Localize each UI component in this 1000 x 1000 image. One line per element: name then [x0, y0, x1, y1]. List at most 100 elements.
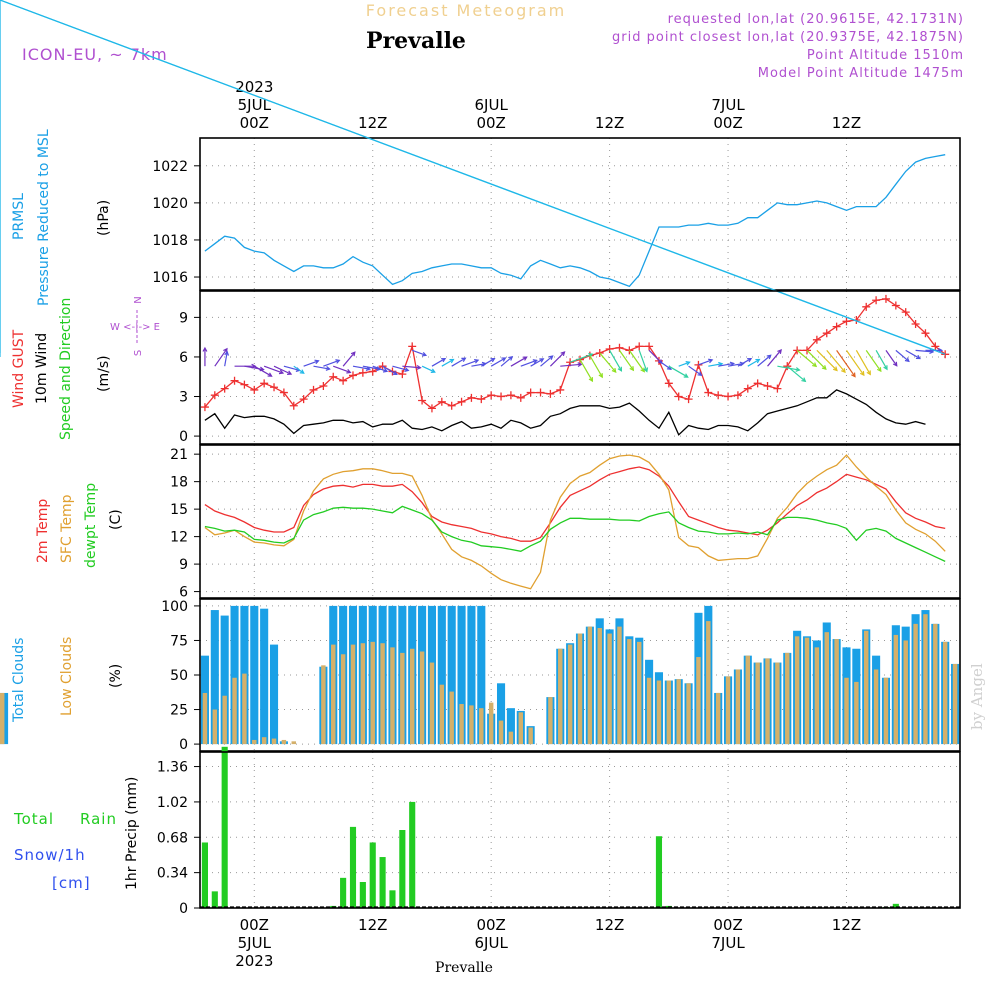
wind-arrowhead — [708, 358, 714, 364]
wind-arrowhead — [501, 357, 507, 362]
wind-arrow — [560, 363, 582, 367]
wind-arrow — [333, 365, 351, 373]
grid-point-coords: grid point closest lon,lat (20.9375E, 42… — [612, 30, 964, 45]
wind-arrow — [698, 359, 713, 366]
top-date-label: 5JUL — [238, 96, 272, 114]
gust-marker — [220, 384, 229, 393]
low-cloud-bar — [577, 633, 583, 745]
y-tick-label: 1020 — [152, 196, 188, 212]
wind-arrow — [708, 363, 723, 367]
gust-marker — [398, 370, 407, 379]
wind-arrow — [372, 365, 388, 372]
compass-n: N — [133, 296, 144, 303]
gust-marker — [339, 376, 348, 385]
temp-2m-label: 2m Temp — [35, 499, 51, 563]
low-cloud-bar — [725, 676, 731, 745]
low-cloud-bar — [242, 673, 247, 745]
wind-arrowhead — [588, 377, 594, 383]
gust-marker — [724, 392, 733, 401]
bottom-hour-label: 00Z — [713, 916, 742, 934]
gust-marker — [477, 395, 486, 404]
top-date-label: 6JUL — [475, 96, 509, 114]
rain-label: Rain — [80, 810, 117, 828]
gust-marker — [309, 385, 318, 394]
dewpt-line — [204, 505, 946, 562]
gust-marker — [418, 396, 427, 405]
footer-location: Prevalle — [435, 960, 493, 976]
wind-arrow — [431, 358, 446, 367]
low-cloud-bar — [834, 639, 839, 745]
gust-marker — [447, 401, 456, 410]
wind-arrowhead — [441, 357, 447, 363]
wind-arrowhead — [643, 367, 649, 373]
low-cloud-bar — [755, 662, 760, 745]
wind-frame — [199, 290, 961, 445]
top-hour-label: 12Z — [595, 114, 624, 132]
total-cloud-bar — [230, 605, 239, 745]
y-tick-label: 0 — [179, 737, 188, 753]
wind-arrowhead — [629, 366, 635, 372]
clouds-frame — [199, 598, 961, 752]
low-cloud-bar — [350, 644, 356, 745]
gust-marker — [536, 388, 545, 397]
gust-marker — [921, 329, 930, 338]
low-cloud-bar — [597, 628, 602, 745]
wind-arrowhead — [801, 377, 807, 383]
rain-bar — [369, 842, 376, 908]
wind-panel: 0 3 6 9 — [0, 0, 961, 445]
y-tick-label: 9 — [179, 310, 188, 326]
y-tick-label: 0.34 — [157, 866, 188, 882]
wind-arrow — [599, 352, 617, 373]
gust-marker — [733, 391, 742, 400]
wind-arrowhead — [522, 356, 528, 361]
wind-arrow — [757, 354, 772, 367]
y-tick-label: 1.36 — [157, 760, 188, 776]
low-cloud-bar — [765, 658, 770, 745]
bottom-year-label: 2023 — [235, 952, 273, 970]
temp-sfc-label: SFC Temp — [59, 494, 75, 563]
rain-bar — [201, 842, 208, 908]
wind-arrow — [865, 350, 882, 372]
low-cloud-bar — [903, 640, 908, 745]
gust-marker — [250, 385, 259, 394]
gust-marker — [240, 380, 249, 389]
top-hour-label: 12Z — [358, 114, 387, 132]
pressure-unit: (hPa) — [96, 200, 112, 236]
low-cloud-bar — [291, 741, 296, 745]
gust-marker — [319, 381, 328, 390]
wind-arrow — [905, 349, 921, 360]
low-cloud-bar — [844, 677, 849, 745]
y-tick-label: 1016 — [152, 270, 188, 286]
gust-marker — [635, 342, 644, 351]
gust-marker — [210, 391, 219, 400]
bottom-hour-label: 12Z — [358, 916, 387, 934]
wind-arrow — [500, 356, 513, 367]
model-label: ICON-EU, ~ 7km — [22, 45, 168, 64]
bottom-hour-label: 00Z — [240, 916, 269, 934]
y-tick-label: 50 — [170, 668, 188, 684]
y-tick-label: 0 — [179, 901, 188, 917]
wind-arrow — [767, 349, 782, 367]
wind-arrow — [668, 365, 689, 378]
wind-arrow — [293, 365, 305, 374]
y-tick-label: 15 — [170, 502, 188, 518]
gust-marker — [289, 401, 298, 410]
low-cloud-bar — [775, 662, 780, 745]
gust-marker — [546, 389, 555, 398]
wind-arrowhead — [490, 357, 496, 363]
wind-arrowhead — [683, 373, 689, 378]
low-cloud-bar — [271, 738, 277, 745]
wind-arrow — [836, 350, 856, 377]
watermark: by Angel — [968, 663, 986, 730]
low-cloud-bar — [627, 639, 632, 745]
compass-rose: N W <-|-> E S — [110, 296, 160, 356]
low-cloud-bar — [854, 681, 859, 745]
gust-marker — [803, 346, 812, 355]
wind-arrowhead — [548, 355, 554, 360]
wind-arrow — [520, 359, 537, 367]
low-cloud-bar — [469, 705, 474, 745]
rain-bar — [211, 891, 218, 908]
wind-arrowhead — [777, 348, 782, 354]
wind-arrow — [224, 351, 228, 367]
gust-marker — [832, 322, 841, 331]
